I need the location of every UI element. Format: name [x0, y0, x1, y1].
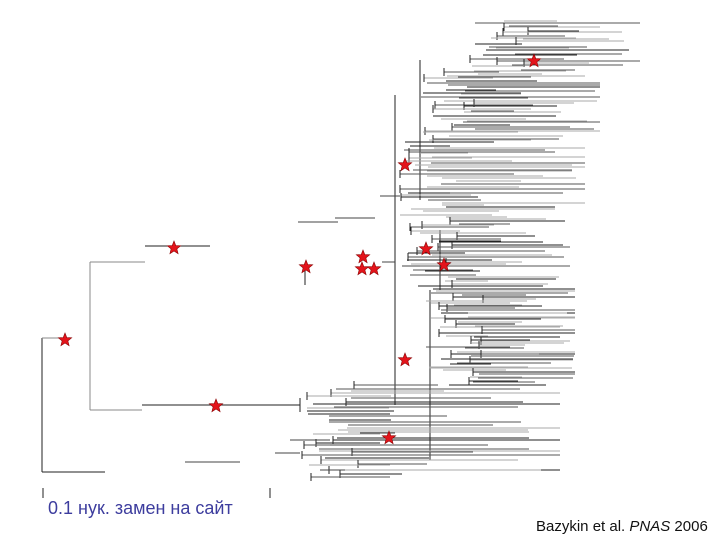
- scale-bar-label: 0.1 нук. замен на сайт: [48, 498, 233, 518]
- selection-star-icon: [436, 257, 452, 272]
- selection-star-icon: [166, 240, 182, 255]
- selection-star-icon: [298, 259, 314, 274]
- citation-journal: PNAS: [629, 518, 671, 535]
- selection-star-icon: [397, 157, 413, 172]
- selection-star-icon: [381, 430, 397, 445]
- tree-branches: [41, 20, 640, 481]
- selection-star-icon: [57, 332, 73, 347]
- selection-star-icon: [418, 241, 434, 256]
- selection-star-icon: [208, 398, 224, 413]
- selection-star-icon: [355, 249, 371, 264]
- selection-star-icon: [526, 53, 542, 68]
- scale-bar: [42, 488, 271, 498]
- selection-star-icon: [397, 352, 413, 367]
- citation: Bazykin et al. PNAS 2006: [536, 518, 708, 535]
- selection-star-icon: [366, 261, 382, 276]
- selection-markers: [57, 53, 542, 445]
- citation-authors: Bazykin et al.: [536, 518, 626, 535]
- selection-star-icon: [354, 261, 370, 276]
- citation-year: 2006: [674, 518, 708, 535]
